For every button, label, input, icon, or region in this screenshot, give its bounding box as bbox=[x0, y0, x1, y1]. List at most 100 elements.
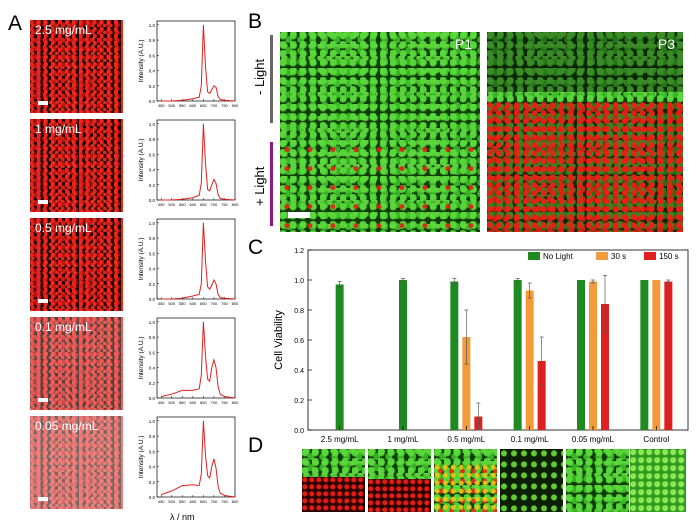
spectrum-xtick-label: 650 bbox=[200, 499, 207, 504]
bar bbox=[450, 281, 459, 430]
thumbnail-0-05 bbox=[566, 449, 629, 512]
chart-ytick-label: 0.6 bbox=[294, 338, 304, 345]
minus-light-bar bbox=[270, 35, 273, 123]
thumbnail-0-1 bbox=[500, 449, 563, 512]
spectrum-xtick-label: 800 bbox=[232, 400, 239, 405]
spectrum-xtick-label: 500 bbox=[168, 499, 175, 504]
spectrum-ytick-label: 0.8 bbox=[149, 335, 156, 340]
scale-bar bbox=[38, 200, 48, 204]
bar bbox=[462, 337, 471, 430]
thumbnail-2-5 bbox=[302, 449, 365, 512]
micrograph-label: 0.5 mg/mL bbox=[35, 221, 92, 235]
chart-xtick-label: 0.1 mg/mL bbox=[511, 435, 549, 444]
spectrum-plot: 0.0 0.2 0.4 0.6 0.8 1.0 450 500 550 600 650 700 750 8… bbox=[138, 317, 239, 405]
chart-xtick-label: 0.5 mg/mL bbox=[447, 435, 485, 444]
spectrum-xtick-label: 750 bbox=[221, 301, 228, 306]
chart-ytick-label: 1.0 bbox=[294, 278, 304, 285]
legend-label: 150 s bbox=[659, 252, 679, 261]
spectrum-ytick-label: 0.6 bbox=[149, 449, 156, 454]
spectrum-ytick-label: 0.2 bbox=[149, 480, 156, 485]
spectrum-ylabel: Intensity (A.U.) bbox=[138, 436, 145, 479]
spectrum-xtick-label: 450 bbox=[158, 301, 165, 306]
scale-bar bbox=[38, 398, 48, 402]
chart-ytick-label: 0.8 bbox=[294, 308, 304, 315]
bar bbox=[589, 281, 597, 430]
panel-c-bar-chart: 0.0 0.2 0.4 0.6 0.8 1.0 1.2 Cell Viability 2.5 m… bbox=[273, 248, 689, 444]
spectrum-line bbox=[161, 420, 236, 498]
spectrum-ylabel: Intensity (A.U.) bbox=[138, 337, 145, 380]
spectrum-frame bbox=[156, 20, 236, 102]
spectrum-ytick-label: 1.0 bbox=[149, 122, 156, 127]
spectrum-xtick-label: 600 bbox=[189, 400, 196, 405]
spectrum-plot: 0.0 0.2 0.4 0.6 0.8 1.0 450 500 550 600 650 700 750 8… bbox=[138, 218, 239, 306]
spectrum-ytick-label: 0.6 bbox=[149, 350, 156, 355]
spectrum-line bbox=[161, 123, 236, 201]
spectrum-line bbox=[161, 222, 236, 300]
chart-frame bbox=[307, 249, 689, 431]
spectrum-xtick-label: 450 bbox=[158, 103, 165, 108]
spectrum-ytick-label: 0.2 bbox=[149, 84, 156, 89]
spectrum-xtick-label: 600 bbox=[189, 301, 196, 306]
micrograph-2-5: 2.5 mg/mL bbox=[30, 20, 123, 113]
bar bbox=[664, 281, 673, 430]
legend-swatch bbox=[596, 252, 608, 260]
spectrum-xtick-label: 550 bbox=[179, 301, 186, 306]
chart-ytick-label: 0.4 bbox=[294, 368, 304, 375]
spectrum-xtick-label: 450 bbox=[158, 499, 165, 504]
spectrum-xtick-label: 550 bbox=[179, 202, 186, 207]
spectrum-xtick-label: 550 bbox=[179, 103, 186, 108]
spectrum-ytick-label: 0.0 bbox=[149, 495, 156, 500]
micrograph-label: 0.1 mg/mL bbox=[35, 320, 92, 334]
bar bbox=[601, 304, 609, 430]
spectrum-xtick-label: 700 bbox=[211, 499, 218, 504]
panel-label-d: D bbox=[248, 434, 264, 457]
spectrum-xtick-label: 500 bbox=[168, 301, 175, 306]
spectrum-xtick-label: 500 bbox=[168, 202, 175, 207]
spectrum-ylabel: Intensity (A.U.) bbox=[138, 139, 145, 182]
plus-light-bar bbox=[270, 142, 273, 226]
spectrum-frame bbox=[156, 218, 236, 300]
spectrum-ytick-label: 0.0 bbox=[149, 297, 156, 302]
p1-red-cells bbox=[280, 142, 480, 232]
bar bbox=[399, 280, 407, 430]
spectrum-ytick-label: 0.4 bbox=[149, 366, 156, 371]
thumbnail-control bbox=[630, 449, 686, 512]
spectrum-plot: 0.0 0.2 0.4 0.6 0.8 1.0 450 500 550 600 650 700 750 8… bbox=[138, 119, 239, 207]
spectrum-ytick-label: 0.4 bbox=[149, 168, 156, 173]
chart-xtick-label: Control bbox=[643, 435, 669, 444]
spectrum-ytick-label: 0.8 bbox=[149, 38, 156, 43]
spectrum-xtick-label: 650 bbox=[200, 103, 207, 108]
thumbnail-0-5 bbox=[434, 449, 497, 512]
thumbnail-1 bbox=[368, 449, 431, 512]
spectrum-ytick-label: 0.0 bbox=[149, 396, 156, 401]
spectrum-ytick-label: 0.0 bbox=[149, 99, 156, 104]
spectrum-frame bbox=[156, 119, 236, 201]
spectrum-xtick-label: 550 bbox=[179, 400, 186, 405]
bar bbox=[537, 361, 546, 430]
panel-label-c: C bbox=[248, 236, 264, 259]
spectrum-ytick-label: 0.0 bbox=[149, 198, 156, 203]
spectrum-xtick-label: 750 bbox=[221, 202, 228, 207]
spectrum-frame bbox=[156, 416, 236, 498]
spectrum-line bbox=[161, 24, 236, 102]
spectrum-xtick-label: 550 bbox=[179, 499, 186, 504]
spectrum-xtick-label: 800 bbox=[232, 103, 239, 108]
spectrum-xtick-label: 450 bbox=[158, 400, 165, 405]
spectrum-ytick-label: 0.8 bbox=[149, 434, 156, 439]
scale-bar bbox=[38, 497, 48, 501]
legend-label: No Light bbox=[543, 252, 574, 261]
chart-ytick-label: 1.2 bbox=[294, 248, 304, 255]
spectrum-xtick-label: 500 bbox=[168, 400, 175, 405]
spectrum-frame bbox=[156, 317, 236, 399]
spectrum-ytick-label: 0.8 bbox=[149, 236, 156, 241]
micrograph-0-5: 0.5 mg/mL bbox=[30, 218, 123, 311]
p1-label: P1 bbox=[454, 36, 472, 52]
spectrum-xtick-label: 750 bbox=[221, 103, 228, 108]
spectrum-xtick-label: 800 bbox=[232, 301, 239, 306]
minus-light-label: - Light bbox=[252, 58, 267, 95]
chart-xtick-label: 1 mg/mL bbox=[387, 435, 419, 444]
spectrum-xtick-label: 800 bbox=[232, 202, 239, 207]
spectrum-xtick-label: 750 bbox=[221, 400, 228, 405]
chart-ylabel: Cell Viability bbox=[273, 310, 285, 370]
spectrum-ytick-label: 1.0 bbox=[149, 221, 156, 226]
